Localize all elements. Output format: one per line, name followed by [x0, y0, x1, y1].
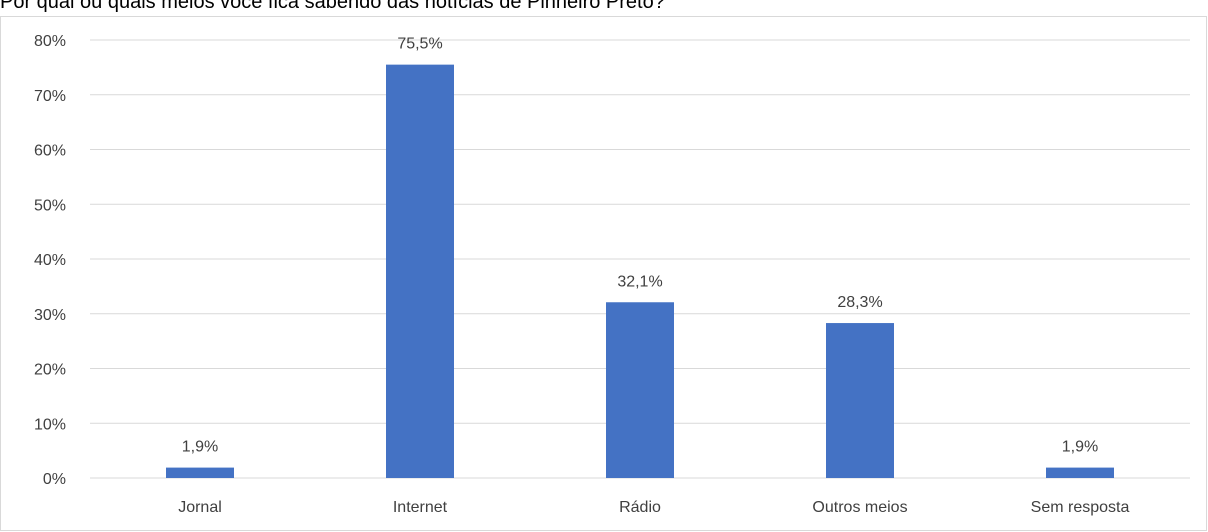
data-label: 32,1% [617, 273, 662, 290]
y-tick-label: 40% [34, 252, 66, 269]
x-tick-label: Rádio [619, 499, 661, 516]
x-tick-label: Outros meios [812, 499, 907, 516]
y-tick-label: 10% [34, 416, 66, 433]
y-tick-label: 30% [34, 307, 66, 324]
bar [1046, 467, 1114, 478]
y-tick-label: 50% [34, 197, 66, 214]
x-tick-label: Internet [393, 499, 448, 516]
bar [606, 302, 674, 478]
y-tick-label: 70% [34, 88, 66, 105]
y-tick-label: 20% [34, 362, 66, 379]
bar [826, 323, 894, 478]
bar [386, 64, 454, 478]
x-tick-label: Jornal [178, 499, 222, 516]
x-tick-label: Sem resposta [1031, 499, 1130, 516]
y-tick-label: 80% [34, 33, 66, 50]
data-label: 75,5% [397, 36, 442, 53]
data-label: 1,9% [182, 439, 218, 456]
chart-title: Por qual ou quais meios você fica sabend… [0, 0, 665, 13]
y-tick-label: 60% [34, 143, 66, 160]
data-label: 28,3% [837, 294, 882, 311]
data-label: 1,9% [1062, 439, 1098, 456]
chart-frame [0, 16, 1207, 531]
bar [166, 467, 234, 478]
y-tick-label: 0% [43, 471, 66, 488]
